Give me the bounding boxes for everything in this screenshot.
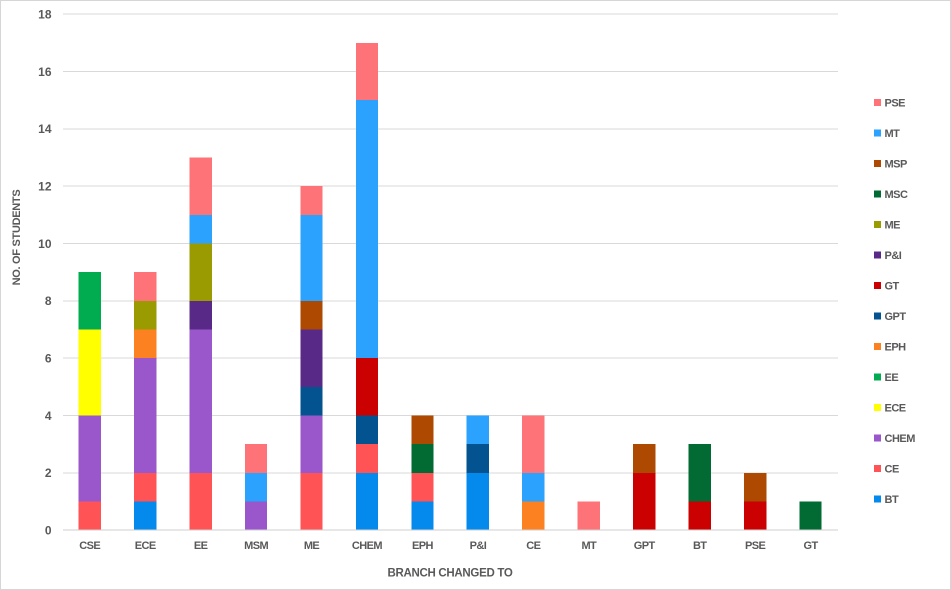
svg-text:EE: EE [885, 372, 899, 384]
svg-text:16: 16 [38, 65, 52, 79]
svg-text:BRANCH CHANGED TO: BRANCH CHANGED TO [387, 568, 512, 580]
svg-text:CHEM: CHEM [885, 433, 916, 445]
svg-text:MSC: MSC [885, 189, 909, 201]
svg-text:MT: MT [885, 128, 901, 140]
svg-text:CE: CE [526, 540, 540, 552]
svg-text:EPH: EPH [412, 540, 433, 552]
svg-text:GT: GT [885, 280, 900, 292]
svg-text:GT: GT [804, 540, 819, 552]
svg-text:BT: BT [885, 494, 899, 506]
svg-text:CSE: CSE [79, 540, 100, 552]
svg-text:4: 4 [45, 409, 52, 423]
svg-text:PSE: PSE [885, 97, 906, 109]
svg-text:GPT: GPT [885, 311, 907, 323]
svg-text:ECE: ECE [885, 402, 906, 414]
svg-text:EE: EE [194, 540, 208, 552]
svg-text:P&I: P&I [885, 250, 902, 262]
svg-text:GPT: GPT [634, 540, 656, 552]
svg-text:2: 2 [45, 466, 52, 480]
svg-text:8: 8 [45, 294, 52, 308]
svg-text:ME: ME [885, 219, 901, 231]
svg-text:MSP: MSP [885, 158, 908, 170]
svg-text:ME: ME [304, 540, 320, 552]
svg-text:12: 12 [38, 180, 52, 194]
svg-text:NO. OF STUDENTS: NO. OF STUDENTS [11, 190, 23, 286]
svg-text:EPH: EPH [885, 341, 907, 353]
svg-text:6: 6 [45, 352, 52, 366]
svg-text:CHEM: CHEM [352, 540, 382, 552]
svg-text:18: 18 [38, 8, 52, 22]
svg-text:CE: CE [885, 463, 899, 475]
svg-text:MSM: MSM [244, 540, 268, 552]
svg-text:PSE: PSE [745, 540, 765, 552]
svg-text:BT: BT [693, 540, 707, 552]
svg-text:P&I: P&I [470, 540, 487, 552]
svg-text:ECE: ECE [135, 540, 156, 552]
svg-text:MT: MT [581, 540, 597, 552]
svg-text:14: 14 [38, 122, 52, 136]
svg-text:10: 10 [38, 237, 52, 251]
svg-text:0: 0 [45, 524, 52, 538]
